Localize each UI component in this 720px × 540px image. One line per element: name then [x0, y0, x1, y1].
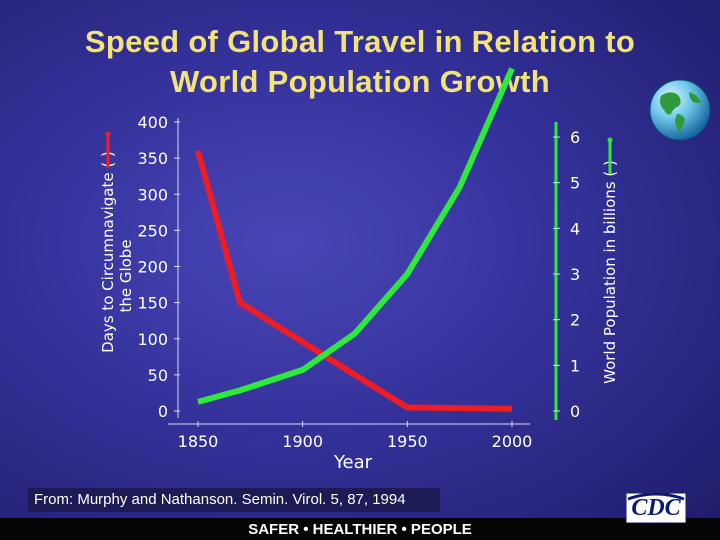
- right-axis-label: World Population in billions ( ): [601, 160, 619, 384]
- travel-days-line: [195, 150, 513, 412]
- right-tick-label: 3: [570, 265, 580, 284]
- right-axis-title: World Population in billions ( ): [601, 137, 619, 384]
- right-tick-label: 6: [570, 128, 580, 147]
- left-tick-label: 50: [148, 366, 168, 385]
- x-tick-label: 2000: [492, 432, 533, 451]
- title-line-1: Speed of Global Travel in Relation to: [84, 24, 636, 59]
- left-tick-label: 100: [137, 330, 168, 349]
- title-line-2: World Population Growth: [169, 64, 550, 99]
- x-axis-label: Year: [333, 452, 373, 473]
- right-legend-dot: [607, 137, 613, 143]
- population-line: [197, 67, 515, 405]
- x-tick-label: 1950: [387, 432, 428, 451]
- left-tick-label: 150: [137, 294, 168, 313]
- right-tick-label: 2: [570, 311, 580, 330]
- left-axis-label-line1: Days to Circumnavigate ( ): [99, 151, 117, 353]
- left-tick-label: 350: [137, 149, 168, 168]
- left-tick-label: 200: [137, 258, 168, 277]
- right-tick-label: 4: [570, 219, 580, 238]
- right-tick-label: 0: [570, 402, 580, 421]
- footer-bar: [0, 518, 720, 540]
- left-legend-dot: [105, 131, 111, 137]
- left-tick-label: 400: [137, 113, 168, 132]
- source-citation: From: Murphy and Nathanson. Semin. Virol…: [34, 491, 406, 508]
- left-tick-label: 0: [158, 402, 168, 421]
- left-tick-label: 250: [137, 221, 168, 240]
- footer-tagline: SAFER • HEALTHIER • PEOPLE: [248, 521, 472, 538]
- x-tick-label: 1900: [282, 432, 323, 451]
- globe-icon: [649, 79, 711, 141]
- right-tick-label: 5: [570, 174, 580, 193]
- x-tick-label: 1850: [178, 432, 219, 451]
- right-tick-label: 1: [570, 356, 580, 375]
- cdc-logo: [626, 493, 686, 523]
- left-axis-title: Days to Circumnavigate ( ) the Globe: [99, 131, 135, 353]
- chart-title: Speed of Global Travel in Relation to Wo…: [0, 22, 720, 102]
- left-tick-label: 300: [137, 185, 168, 204]
- cdc-logo-text: CDC: [631, 495, 681, 521]
- left-axis-label-line2: the Globe: [117, 239, 135, 312]
- source-box: [28, 488, 440, 512]
